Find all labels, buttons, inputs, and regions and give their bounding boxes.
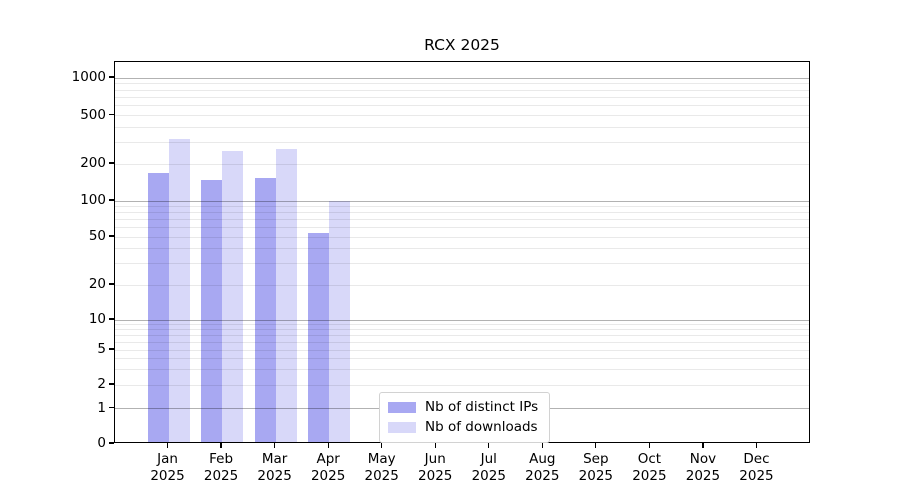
bar-distinct-ips-mar [254,178,276,442]
gridline [115,236,809,238]
gridline [115,263,809,265]
y-tick [109,162,114,164]
gridline [115,329,809,331]
downloads-swatch [388,422,416,433]
bar-downloads-apr [329,201,351,442]
bar-downloads-mar [275,148,297,442]
x-tick [381,443,383,448]
bar-downloads-jan [168,138,190,442]
y-tick [109,383,114,385]
legend-label: Nb of distinct IPs [425,399,539,415]
bar-downloads-feb [222,151,244,442]
y-tick [109,406,114,409]
legend: Nb of distinct IPs Nb of downloads [379,392,551,443]
y-tick [109,113,114,116]
legend-item-distinct-ips: Nb of distinct IPs [388,399,538,416]
gridline [115,163,809,165]
gridline [115,89,809,91]
gridline [115,319,809,321]
y-tick-label: 1000 [71,69,106,85]
gridline [115,384,809,386]
gridline [115,334,809,336]
x-tick [327,443,329,448]
x-tick [488,443,490,448]
x-tick-label-jan: Jan 2025 [150,451,185,484]
y-tick-label: 500 [80,106,106,123]
distinct-ips-swatch [388,402,416,413]
gridline [115,227,809,229]
gridline [115,219,809,221]
x-tick-label-jul: Jul 2025 [471,451,506,484]
y-tick [109,348,114,350]
gridline [115,324,809,326]
y-tick [109,318,114,320]
gridline [115,200,809,202]
x-tick-label-feb: Feb 2025 [203,451,239,484]
x-tick [595,443,597,448]
gridline [115,349,809,351]
x-tick-label-mar: Mar 2025 [257,451,292,484]
y-tick-label: 100 [80,192,106,208]
bars-layer [115,62,809,442]
y-tick [109,199,114,201]
y-tick-label: 1 [97,399,106,416]
gridline [115,77,809,79]
gridline [115,341,809,343]
y-tick-label: 0 [97,435,106,451]
bar-distinct-ips-feb [201,180,223,442]
x-tick [541,443,543,448]
x-tick-label-jun: Jun 2025 [418,451,453,484]
gridline [115,212,809,214]
gridline [115,142,809,144]
y-tick-label: 50 [88,228,106,244]
gridline [115,126,809,128]
gridline [115,96,809,98]
x-tick [166,443,169,448]
gridline [115,248,809,250]
x-tick [648,443,650,448]
gridline [115,83,809,85]
x-tick [274,443,276,448]
x-tick [755,443,758,448]
y-tick-label: 10 [88,311,106,327]
x-tick [434,443,436,448]
x-tick [220,443,222,448]
legend-item-downloads: Nb of downloads [388,419,538,436]
x-tick-label-oct: Oct 2025 [632,451,667,484]
x-tick-label-apr: Apr 2025 [310,451,346,484]
plot-area [114,61,810,443]
y-tick-label: 20 [88,276,106,292]
y-tick-label: 200 [80,155,106,171]
gridline [115,115,809,116]
gridline [115,284,809,286]
gridline [115,369,809,370]
gridline [115,105,809,107]
y-tick [109,442,114,444]
bar-distinct-ips-apr [308,232,330,442]
chart-title: RCX 2025 [424,36,500,54]
y-tick [109,76,114,78]
legend-label: Nb of downloads [425,419,538,435]
x-tick-label-nov: Nov 2025 [685,451,721,484]
x-tick [702,443,704,448]
x-tick-label-sep: Sep 2025 [578,451,614,484]
y-tick-label: 2 [97,376,106,392]
gridline [115,358,809,360]
y-tick [109,283,114,285]
x-tick-label-dec: Dec 2025 [739,451,774,484]
x-tick-label-aug: Aug 2025 [525,451,560,484]
bar-distinct-ips-jan [147,173,169,442]
x-tick-label-may: May 2025 [364,451,399,484]
y-tick [109,235,114,237]
grid-layer [115,62,809,442]
y-tick-label: 5 [97,341,106,357]
gridline [115,205,809,207]
